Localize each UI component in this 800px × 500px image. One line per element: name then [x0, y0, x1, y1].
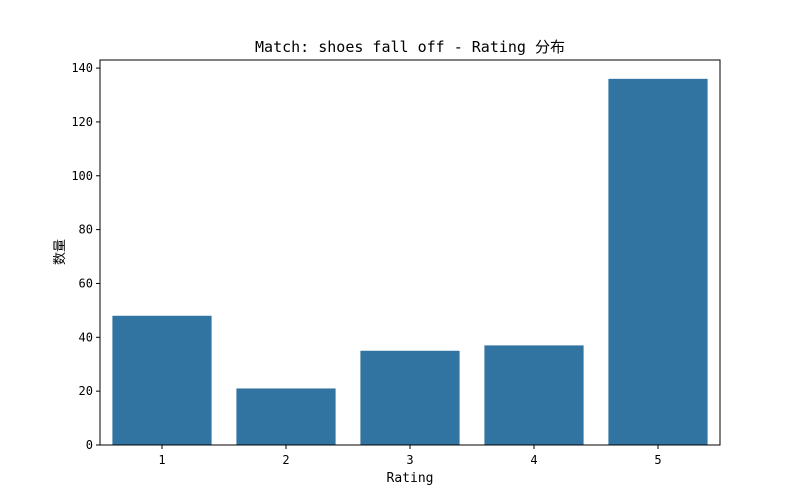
- chart-title: Match: shoes fall off - Rating 分布: [255, 38, 565, 56]
- y-tick-label: 40: [79, 330, 93, 344]
- y-tick-label: 140: [71, 61, 93, 75]
- bar-rating-2: [236, 388, 336, 445]
- x-tick-label: 4: [530, 453, 537, 467]
- y-tick-label: 0: [86, 438, 93, 452]
- x-tick-label: 5: [654, 453, 661, 467]
- y-tick-label: 80: [79, 223, 93, 237]
- y-tick-label: 20: [79, 384, 93, 398]
- bar-rating-3: [360, 350, 460, 445]
- bars-group: [112, 78, 708, 445]
- y-tick-label: 100: [71, 169, 93, 183]
- x-axis-label: Rating: [387, 471, 434, 486]
- x-axis-ticks: 1 2 3 4 5: [158, 445, 662, 467]
- y-tick-label: 60: [79, 276, 93, 290]
- x-tick-label: 3: [406, 453, 413, 467]
- bar-rating-5: [608, 78, 708, 445]
- y-tick-label: 120: [71, 115, 93, 129]
- y-axis-ticks: 0 20 40 60 80 100 120 140: [71, 61, 100, 452]
- y-axis-label: 数量: [53, 239, 68, 265]
- bar-rating-4: [484, 345, 584, 445]
- x-tick-label: 2: [282, 453, 289, 467]
- x-tick-label: 1: [158, 453, 165, 467]
- plot-area-frame: [99, 59, 721, 446]
- bar-rating-1: [112, 315, 212, 445]
